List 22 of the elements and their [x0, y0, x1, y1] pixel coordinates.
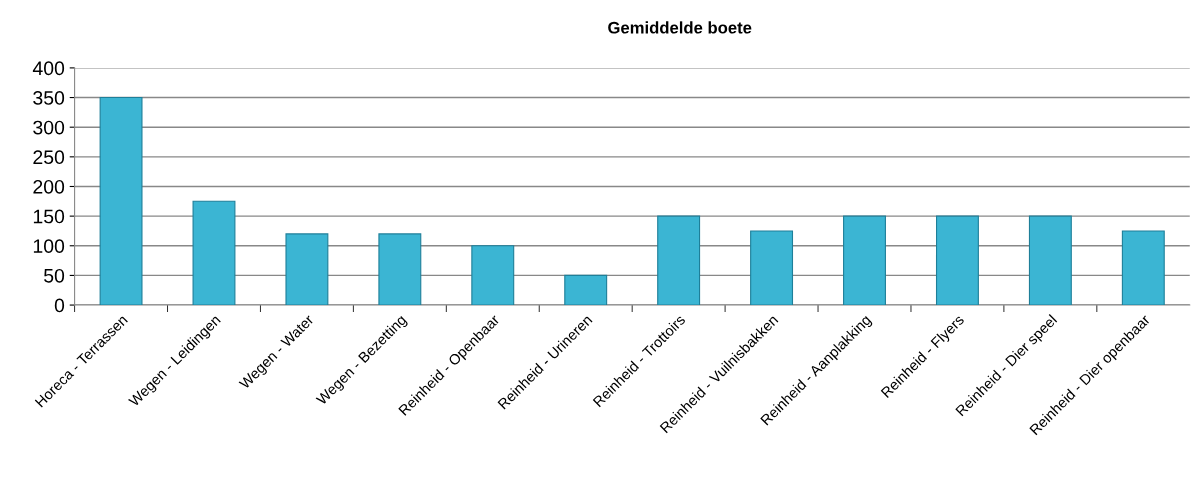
y-tick-label: 100 — [33, 239, 65, 254]
bar — [657, 215, 701, 306]
bar — [192, 200, 236, 306]
bar — [99, 96, 143, 306]
bar — [935, 215, 979, 306]
y-tick-label: 200 — [33, 179, 65, 194]
y-tick-label: 400 — [32, 61, 65, 76]
y-tick-label: 0 — [54, 298, 65, 313]
y-tick-label: 50 — [44, 268, 65, 283]
bar — [378, 233, 422, 306]
bar — [750, 230, 794, 306]
y-tick-label: 250 — [33, 150, 65, 165]
y-tick-label: 150 — [33, 209, 65, 224]
bar — [564, 274, 608, 306]
chart-title: Gemiddelde boete — [608, 21, 752, 34]
y-tick-label: 300 — [33, 120, 65, 135]
bar — [1121, 230, 1165, 306]
bar — [843, 215, 886, 306]
y-tick-label: 350 — [33, 91, 65, 105]
bar — [471, 245, 515, 306]
bar — [285, 233, 329, 306]
bar — [1028, 215, 1072, 306]
